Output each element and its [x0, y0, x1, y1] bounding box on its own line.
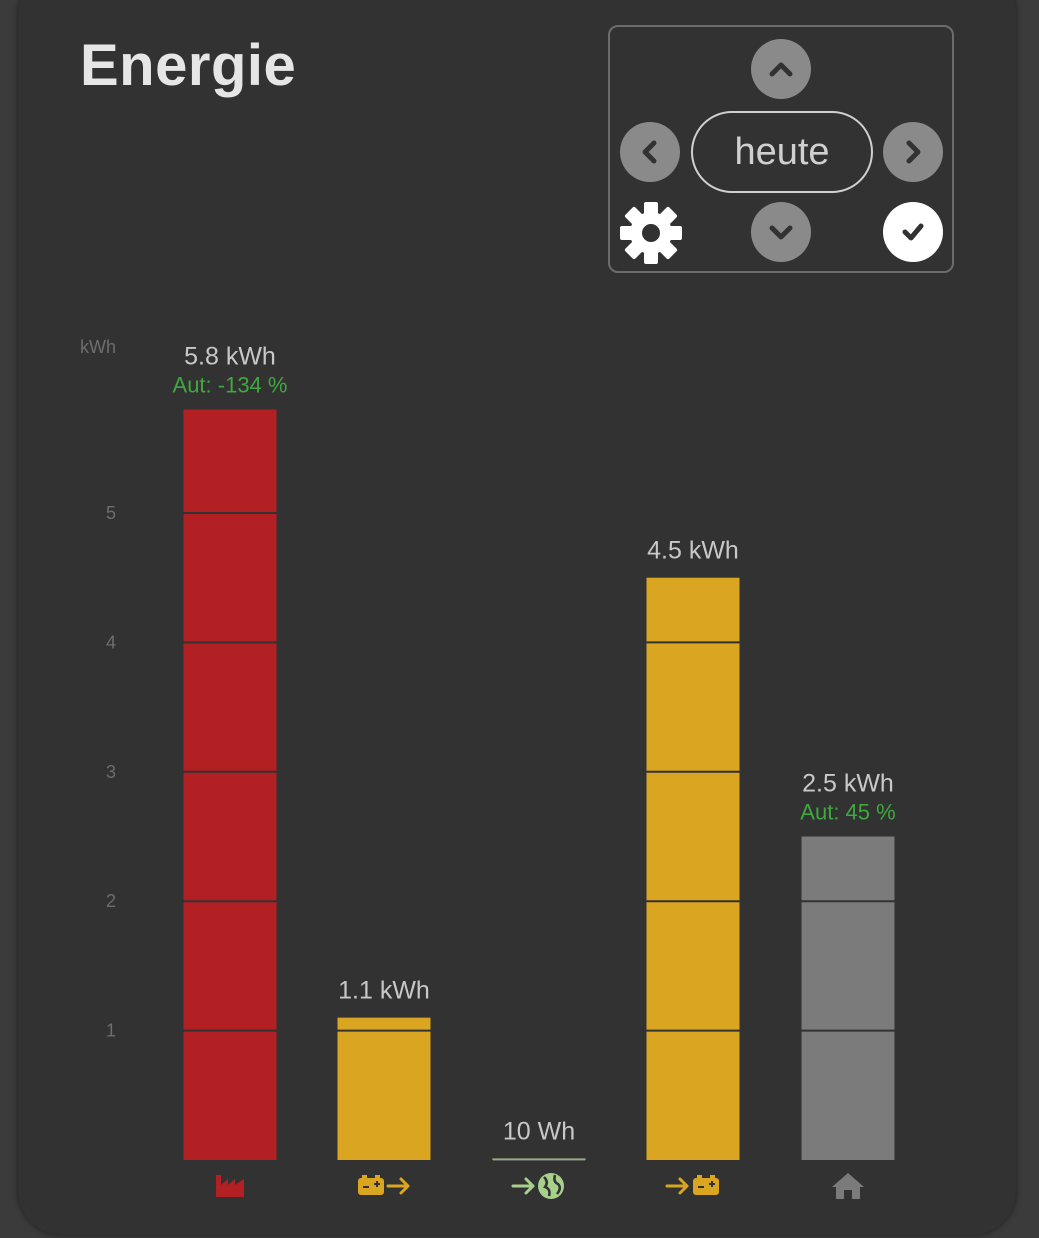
bar-value-label: 5.8 kWh [184, 342, 276, 370]
chevron-left-icon [642, 140, 657, 164]
y-axis-unit: kWh [80, 337, 116, 357]
y-tick-label: 1 [106, 1021, 116, 1041]
period-navigator: heute [608, 25, 954, 273]
gear-icon[interactable] [618, 200, 684, 266]
up-button[interactable] [751, 39, 811, 99]
y-tick-label: 2 [106, 891, 116, 911]
bar-value-label: 4.5 kWh [647, 537, 739, 565]
factory-icon [216, 1175, 244, 1197]
bar-autarky-label: Aut: 45 % [800, 800, 895, 825]
chevron-right-icon [906, 140, 921, 164]
y-tick-label: 3 [106, 762, 116, 782]
grid-feed-in-icon [511, 1173, 564, 1199]
check-icon [902, 223, 924, 241]
bar-production [183, 409, 277, 1161]
bar-value-label: 1.1 kWh [338, 977, 430, 1005]
previous-period-button[interactable] [620, 122, 680, 182]
next-period-button[interactable] [883, 122, 943, 182]
battery-in-icon [665, 1175, 719, 1195]
down-button[interactable] [751, 202, 811, 262]
confirm-button[interactable] [883, 202, 943, 262]
bar-consumption [801, 836, 895, 1160]
y-tick-label: 4 [106, 632, 116, 652]
bar-autarky-label: Aut: -134 % [173, 372, 288, 397]
bar-value-label: 2.5 kWh [802, 770, 894, 798]
home-icon [832, 1173, 864, 1199]
bar-battery-discharge [337, 1017, 431, 1160]
card-title: Energie [80, 33, 297, 98]
chevron-up-icon [769, 62, 793, 77]
chevron-down-icon [769, 225, 793, 240]
period-selector[interactable]: heute [691, 111, 873, 193]
y-tick-label: 5 [106, 503, 116, 523]
bar-battery-charge [646, 577, 740, 1160]
battery-out-icon [358, 1175, 410, 1195]
bar-grid-feed-in [492, 1158, 586, 1160]
bar-value-label: 10 Wh [503, 1118, 575, 1146]
